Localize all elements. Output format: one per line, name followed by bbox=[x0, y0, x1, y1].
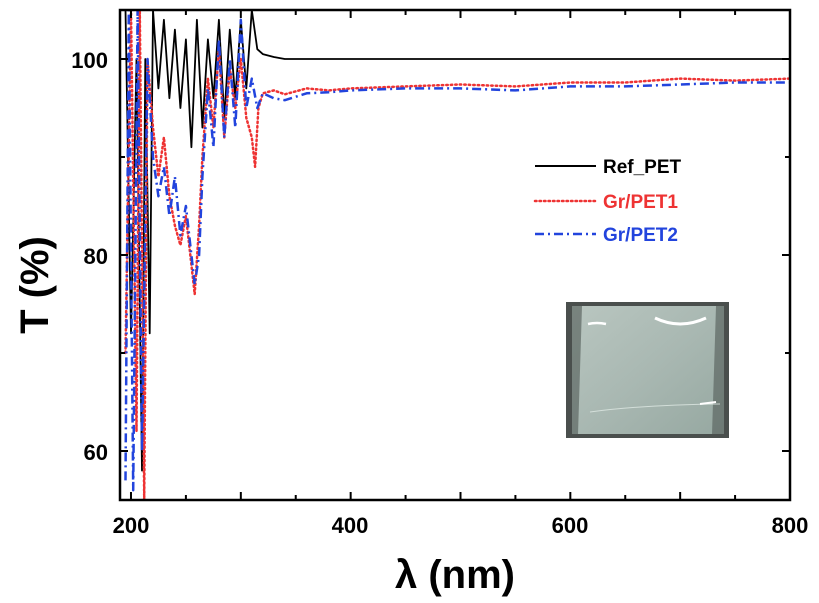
y-tick-label: 80 bbox=[84, 244, 108, 269]
x-tick-label: 800 bbox=[772, 513, 809, 538]
inset-photo bbox=[566, 302, 729, 438]
x-tick-label: 200 bbox=[113, 513, 150, 538]
x-tick-label: 600 bbox=[552, 513, 589, 538]
series-layer bbox=[124, 10, 790, 500]
series-line-gr-pet1 bbox=[124, 10, 790, 500]
legend: Ref_PET Gr/PET1 Gr/PET2 bbox=[533, 157, 682, 246]
y-tick-label: 60 bbox=[84, 440, 108, 465]
y-tick-label: 100 bbox=[71, 48, 108, 73]
series-line-gr-pet2 bbox=[124, 10, 790, 492]
x-tick-label: 400 bbox=[332, 513, 369, 538]
x-tick-labels: 200 400 600 800 bbox=[113, 513, 809, 538]
legend-label-gr-pet1: Gr/PET1 bbox=[603, 192, 678, 213]
y-axis-title: T (%) bbox=[13, 236, 57, 334]
ticks-layer bbox=[120, 10, 791, 500]
legend-label-ref-pet: Ref_PET bbox=[603, 157, 682, 178]
x-axis-title: λ (nm) bbox=[395, 553, 515, 597]
legend-label-gr-pet2: Gr/PET2 bbox=[603, 225, 678, 246]
y-tick-labels: 60 80 100 bbox=[71, 48, 108, 465]
